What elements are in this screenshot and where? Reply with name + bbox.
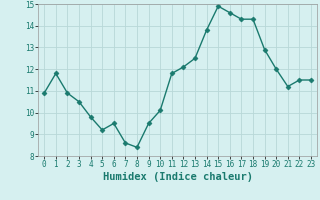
X-axis label: Humidex (Indice chaleur): Humidex (Indice chaleur) (103, 172, 252, 182)
